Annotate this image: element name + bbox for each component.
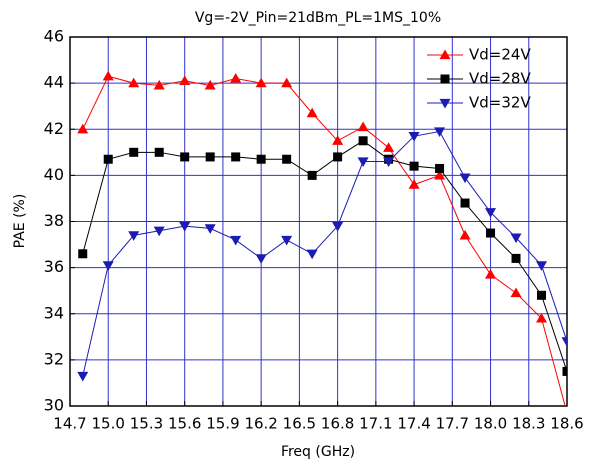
marker (408, 132, 420, 142)
marker (561, 337, 567, 347)
marker (128, 231, 140, 241)
marker (408, 179, 420, 189)
y-tick-label: 44 (44, 73, 64, 92)
series-line (82, 75, 566, 406)
marker (383, 157, 395, 168)
marker (154, 147, 164, 157)
marker (383, 142, 395, 152)
legend-label: Vd=24V (469, 46, 531, 64)
marker (204, 79, 216, 90)
legend-label: Vd=28V (469, 70, 531, 88)
plot-frame (69, 36, 568, 407)
y-tick-label: 38 (44, 211, 64, 230)
marker (307, 170, 317, 180)
x-tick-label: 16.2 (244, 415, 277, 433)
x-tick-label: 15.0 (92, 415, 125, 433)
marker (204, 224, 216, 234)
marker (128, 77, 140, 88)
marker (357, 157, 369, 168)
marker (511, 253, 521, 263)
marker (358, 136, 368, 146)
marker (434, 169, 446, 180)
marker (536, 261, 548, 271)
marker (486, 228, 496, 238)
marker (332, 221, 344, 232)
marker (255, 77, 267, 88)
marker (78, 249, 88, 259)
marker (180, 152, 190, 162)
x-tick-label: 18.3 (512, 415, 545, 433)
y-tick-label: 34 (44, 303, 64, 322)
x-tick-label: 15.6 (168, 415, 201, 433)
x-tick-label: 17.1 (359, 415, 392, 433)
y-tick-label: 36 (44, 257, 64, 276)
marker (333, 152, 343, 162)
x-tick-label: 16.5 (283, 415, 316, 433)
x-tick-label: 15.9 (206, 415, 239, 433)
series-line (82, 131, 567, 377)
marker (537, 290, 547, 300)
marker (357, 121, 369, 132)
marker (510, 287, 522, 298)
legend-marker (439, 98, 451, 109)
y-axis-label: PAE (%) (12, 194, 28, 249)
legend-marker (440, 74, 450, 84)
marker (460, 198, 470, 208)
marker (129, 147, 139, 157)
x-tick-label: 16.8 (321, 415, 354, 433)
y-tick-label: 30 (44, 396, 64, 415)
marker (562, 366, 567, 376)
marker (485, 208, 497, 218)
y-tick-label: 46 (44, 27, 64, 46)
marker (179, 221, 191, 232)
x-tick-label: 18.6 (550, 415, 583, 433)
marker (332, 135, 344, 145)
y-tick-label: 40 (44, 165, 64, 184)
marker (536, 312, 548, 323)
marker (231, 152, 241, 162)
marker (230, 73, 242, 83)
marker (102, 261, 114, 271)
marker (510, 233, 522, 244)
marker (153, 79, 165, 90)
marker (103, 154, 113, 164)
x-tick-label: 17.7 (436, 415, 469, 433)
marker (256, 154, 266, 164)
marker (306, 249, 318, 260)
legend-label: Vd=32V (469, 94, 531, 112)
y-tick-label: 32 (44, 349, 64, 368)
x-tick-label: 15.3 (130, 415, 163, 433)
chart-title: Vg=-2V_Pin=21dBm_PL=1MS_10% (195, 10, 441, 26)
x-tick-label: 17.4 (397, 415, 430, 433)
y-tick-label: 42 (44, 119, 64, 138)
marker (282, 154, 292, 164)
marker (434, 127, 446, 138)
marker (205, 152, 215, 162)
x-axis-label: Freq (GHz) (281, 444, 355, 460)
marker (281, 235, 293, 246)
marker (306, 107, 318, 118)
legend-marker (439, 49, 451, 60)
marker (102, 70, 114, 81)
marker (179, 75, 191, 85)
marker (485, 269, 497, 279)
x-tick-label: 18.0 (474, 415, 507, 433)
marker (77, 123, 89, 134)
marker (409, 161, 419, 171)
plot-area (77, 70, 567, 406)
marker (459, 173, 471, 184)
x-tick-label: 14.7 (53, 415, 86, 433)
marker (255, 254, 267, 264)
marker (281, 77, 293, 88)
marker (435, 163, 445, 173)
marker (77, 371, 89, 382)
marker (230, 235, 242, 246)
marker (153, 226, 165, 237)
marker (459, 229, 471, 240)
